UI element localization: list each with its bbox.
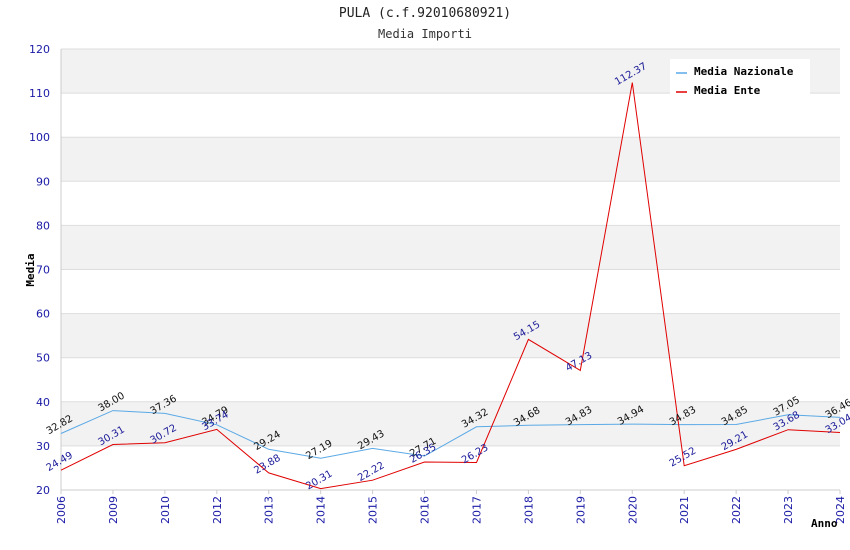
x-tick-label: 2023 [782,496,795,524]
y-tick-label: 30 [36,440,50,453]
y-tick-label: 100 [29,131,50,144]
x-tick-label: 2017 [470,496,483,524]
y-axis-label: Media [24,253,37,286]
plot-band [61,181,840,226]
y-tick-label: 60 [36,308,50,321]
x-tick-label: 2020 [626,496,639,524]
x-axis-label: Anno [811,517,838,530]
legend: Media Nazionale Media Ente [670,59,810,97]
y-tick-label: 20 [36,484,50,497]
series-line-media-nazionale [60,410,841,459]
plot-band [61,137,840,182]
x-tick-label: 2014 [315,496,328,524]
legend-label-nazionale: Media Nazionale [694,65,794,78]
y-tick-label: 80 [36,219,50,232]
y-tick-label: 70 [36,264,50,277]
y-tick-label: 110 [29,87,50,100]
plot-band [61,225,840,270]
plot-band [61,445,840,490]
plot-band [61,93,840,138]
axes [60,49,840,491]
chart-title: PULA (c.f.92010680921) [338,6,512,21]
x-tick-label: 2024 [834,496,847,524]
x-tick-label: 2019 [574,496,587,524]
y-tick-label: 90 [36,175,50,188]
y-tick-label: 40 [36,396,50,409]
y-tick-label: 120 [29,43,50,56]
plot-band [61,357,840,402]
plot-band [61,269,840,314]
x-tick-label: 2006 [55,496,68,524]
x-tick-label: 2010 [159,496,172,524]
x-tick-label: 2013 [263,496,276,524]
plot-band [61,313,840,358]
x-tick-label: 2021 [678,496,691,524]
x-tick-label: 2015 [367,496,380,524]
legend-box [670,59,810,97]
chart-subtitle: Media Importi [378,27,472,41]
x-tick-label: 2022 [730,496,743,524]
x-tick-label: 2016 [419,496,432,524]
plot-band [61,401,840,446]
series-lines [60,82,841,490]
x-tick-label: 2018 [522,496,535,524]
x-tick-label: 2009 [107,496,120,524]
y-tick-label: 50 [36,352,50,365]
plot-background [61,49,840,490]
series-line-media-ente [60,82,841,490]
legend-label-ente: Media Ente [694,84,761,97]
y-axis-ticks: 20 30 40 50 60 70 80 90 100 110 120 [29,43,50,497]
x-tick-label: 2012 [211,496,224,524]
x-axis-ticks: 2006 2009 2010 2012 2013 2014 2015 2016 2017 2018… [55,490,847,524]
